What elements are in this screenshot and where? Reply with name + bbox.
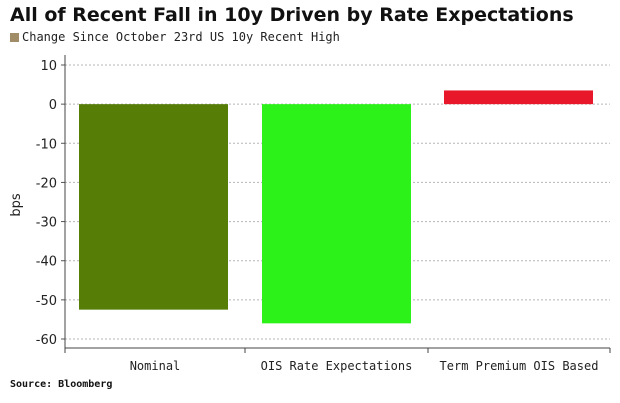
- y-axis-ticks: 10 0 -10 -20 -30 -40 -50 -60: [36, 59, 65, 348]
- chart-title: All of Recent Fall in 10y Driven by Rate…: [10, 4, 574, 26]
- y-tick-label: -10: [36, 137, 57, 152]
- bar: [444, 90, 593, 105]
- y-tick-label: -40: [36, 255, 57, 270]
- y-tick-label: -20: [36, 176, 57, 191]
- plot-frame: [64, 55, 610, 349]
- x-axis-ticks: Nominal OIS Rate Expectations Term Premium…: [64, 348, 611, 373]
- x-tick-label: OIS Rate Expectations: [261, 359, 413, 373]
- legend-swatch: [10, 32, 19, 42]
- x-tick-label: Nominal: [130, 359, 181, 373]
- y-axis-label: bps: [9, 193, 24, 217]
- bar: [262, 104, 411, 324]
- y-tick-label: 0: [49, 98, 57, 113]
- y-tick-label: -60: [36, 333, 57, 348]
- x-tick-label: Term Premium OIS Based: [440, 359, 599, 373]
- y-tick-label: -30: [36, 216, 57, 231]
- legend: Change Since October 23rd US 10y Recent …: [10, 30, 340, 44]
- bars: [79, 90, 593, 324]
- y-tick-label: 10: [40, 59, 57, 74]
- y-tick-label: -50: [36, 294, 57, 309]
- source-note: Source: Bloomberg: [10, 379, 113, 390]
- legend-label: Change Since October 23rd US 10y Recent …: [22, 30, 340, 44]
- bar: [79, 104, 228, 310]
